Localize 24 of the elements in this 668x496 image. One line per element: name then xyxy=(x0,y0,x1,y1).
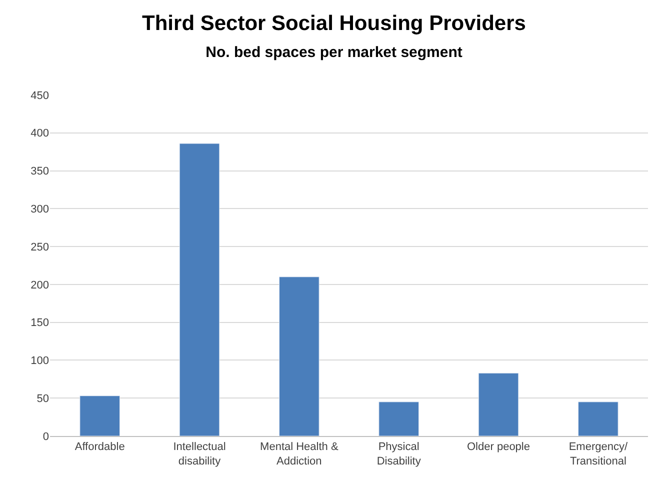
y-tick-label: 150 xyxy=(30,317,49,330)
y-tick-label: 450 xyxy=(30,90,49,102)
x-tick-label: Older people xyxy=(467,441,530,454)
bar xyxy=(478,372,519,436)
chart-subtitle: No. bed spaces per market segment xyxy=(206,44,462,62)
y-tick-label: 400 xyxy=(30,128,49,140)
x-tick-label: Affordable xyxy=(74,441,125,454)
y-tick-label: 50 xyxy=(36,392,49,405)
bar xyxy=(80,396,120,436)
y-tick-label: 350 xyxy=(30,166,49,178)
x-tick-label: Emergency/ Transitional xyxy=(568,441,628,468)
y-tick-label: 300 xyxy=(30,204,49,216)
chart-title: Third Sector Social Housing Providers xyxy=(142,12,526,35)
bar xyxy=(278,276,320,436)
bar xyxy=(179,143,220,436)
x-tick-label: Mental Health & Addiction xyxy=(260,441,339,468)
bar xyxy=(378,402,420,436)
x-tick-label: Physical Disability xyxy=(376,441,422,468)
y-tick-label: 200 xyxy=(30,279,49,292)
bar xyxy=(578,402,618,436)
y-tick-label: 250 xyxy=(30,241,49,254)
y-tick-label: 100 xyxy=(30,355,49,368)
x-tick-label: Intellectual disability xyxy=(173,441,226,468)
y-tick-label: 0 xyxy=(42,430,49,443)
